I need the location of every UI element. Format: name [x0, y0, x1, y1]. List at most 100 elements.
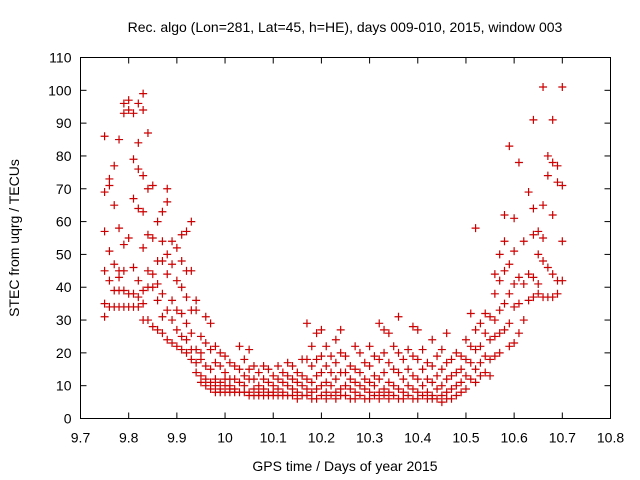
data-point [172, 276, 181, 285]
data-point [317, 381, 326, 390]
data-point [201, 381, 210, 390]
data-point [375, 375, 384, 384]
data-point [119, 266, 128, 275]
data-point [168, 316, 177, 325]
data-point [524, 270, 533, 279]
data-point [370, 391, 379, 400]
data-point [182, 348, 191, 357]
data-point [514, 299, 523, 308]
data-point [394, 312, 403, 321]
x-tick-label: 10.4 [404, 430, 431, 446]
x-tick-label: 10.6 [501, 430, 528, 446]
data-point [235, 365, 244, 374]
data-point [495, 348, 504, 357]
data-point [327, 352, 336, 361]
y-tick-label: 110 [49, 50, 72, 66]
data-point [490, 352, 499, 361]
data-point [355, 391, 364, 400]
data-point [452, 348, 461, 357]
data-point [418, 365, 427, 374]
data-point [437, 398, 446, 407]
data-point [500, 325, 509, 334]
data-point [452, 391, 461, 400]
data-point [143, 184, 152, 193]
data-point [143, 266, 152, 275]
y-tick-label: 100 [48, 82, 72, 98]
data-point [413, 394, 422, 403]
data-point [514, 158, 523, 167]
data-point [461, 384, 470, 393]
data-point [206, 365, 215, 374]
data-point [134, 204, 143, 213]
data-point [466, 342, 475, 351]
data-point [317, 368, 326, 377]
data-point [428, 361, 437, 370]
data-point [177, 283, 186, 292]
data-point [510, 247, 519, 256]
data-point [365, 394, 374, 403]
data-point [442, 375, 451, 384]
data-point [481, 329, 490, 338]
data-point [355, 368, 364, 377]
data-point [490, 332, 499, 341]
data-point [327, 391, 336, 400]
data-point [235, 342, 244, 351]
data-point [375, 394, 384, 403]
data-point [418, 381, 427, 390]
data-point [553, 289, 562, 298]
data-point [293, 378, 302, 387]
data-point [259, 375, 268, 384]
data-point [355, 381, 364, 390]
data-point [312, 329, 321, 338]
data-point [389, 391, 398, 400]
data-point [553, 178, 562, 187]
data-point [187, 329, 196, 338]
data-point [264, 378, 273, 387]
data-point [471, 365, 480, 374]
data-point [495, 276, 504, 285]
data-point [457, 388, 466, 397]
data-point [481, 352, 490, 361]
data-point [389, 342, 398, 351]
data-point [394, 348, 403, 357]
data-point [196, 355, 205, 364]
x-tick-label: 10.3 [356, 430, 383, 446]
data-point [360, 375, 369, 384]
data-point [452, 381, 461, 390]
data-point [437, 381, 446, 390]
data-point [312, 394, 321, 403]
data-point [240, 355, 249, 364]
data-point [437, 345, 446, 354]
data-point [375, 319, 384, 328]
data-point [365, 342, 374, 351]
data-point [486, 312, 495, 321]
x-tick-label: 9.7 [71, 430, 91, 446]
data-point [500, 211, 509, 220]
data-point [115, 273, 124, 282]
data-point [519, 237, 528, 246]
data-point [461, 371, 470, 380]
plot-frame [80, 57, 611, 419]
data-point [307, 361, 316, 370]
y-tick-labels: 0 10 20 30 40 50 60 70 80 90 100 110 [48, 50, 72, 427]
y-tick-label: 80 [56, 148, 72, 164]
data-point [486, 371, 495, 380]
data-point [418, 345, 427, 354]
data-point [529, 293, 538, 302]
data-point [139, 299, 148, 308]
data-point [404, 391, 413, 400]
data-point [514, 273, 523, 282]
data-point [471, 345, 480, 354]
data-point [298, 381, 307, 390]
data-point [264, 365, 273, 374]
data-point [529, 204, 538, 213]
data-point [201, 361, 210, 370]
data-point [510, 339, 519, 348]
data-point [389, 365, 398, 374]
data-point [177, 256, 186, 265]
data-point [216, 348, 225, 357]
data-point [100, 312, 109, 321]
data-point [187, 217, 196, 226]
data-point [399, 375, 408, 384]
